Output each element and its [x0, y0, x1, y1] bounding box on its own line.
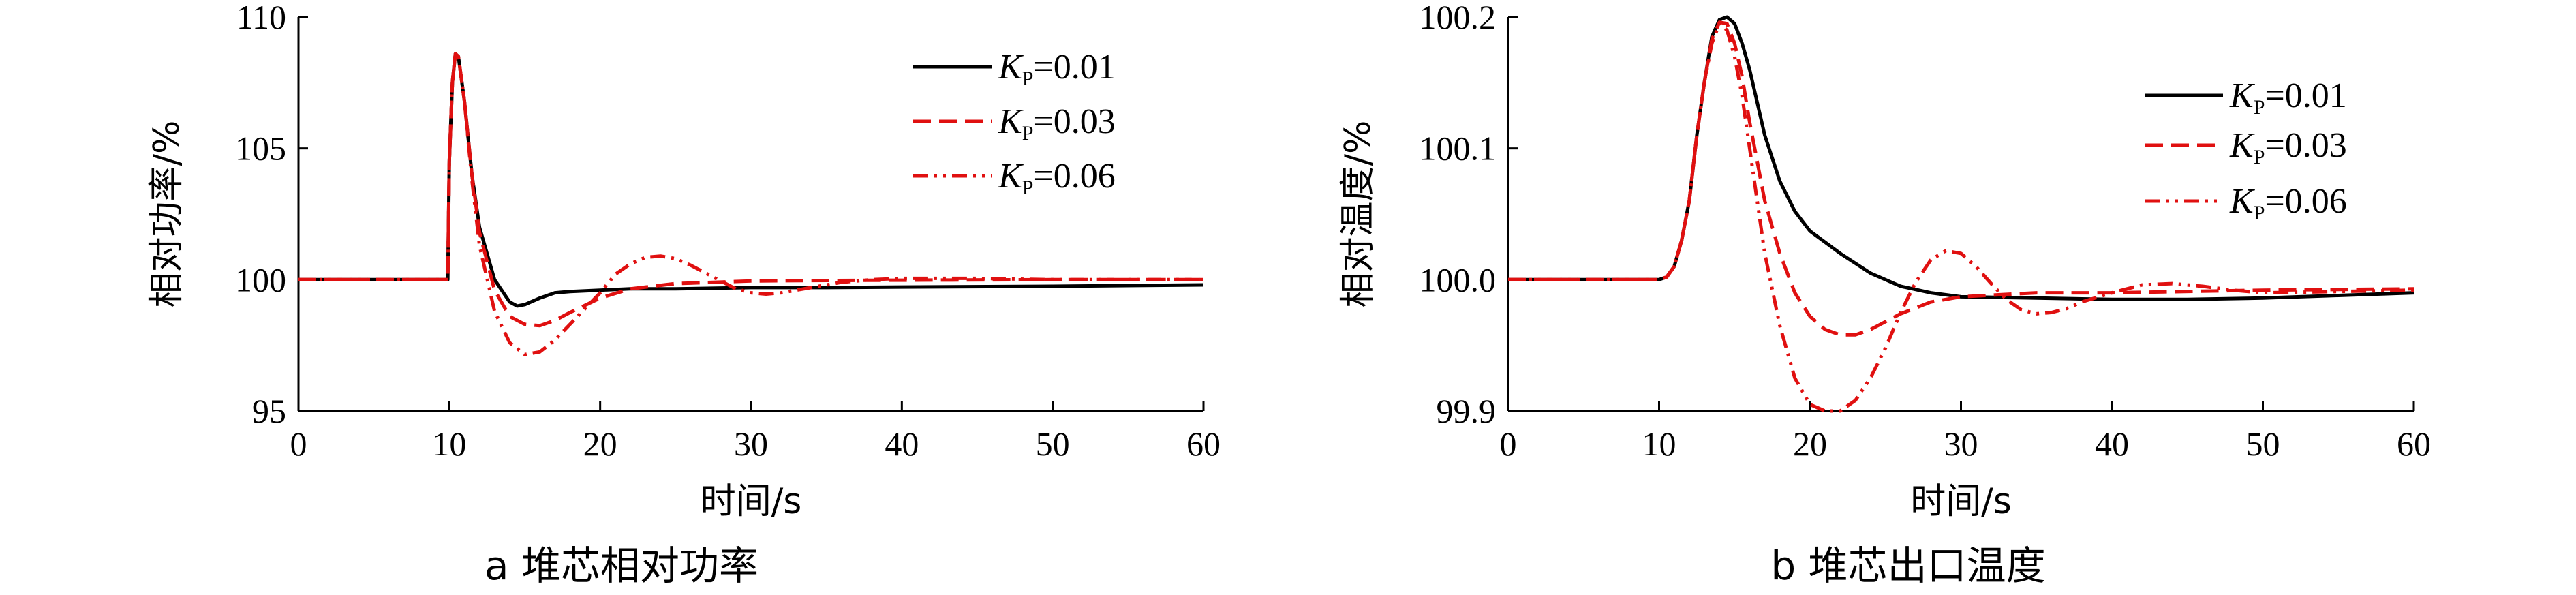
- y-tick-label: 95: [252, 392, 286, 430]
- legend-value: =0.03: [1033, 102, 1115, 141]
- chart-caption: b 堆芯出口温度: [1770, 543, 2045, 589]
- y-tick-label: 99.9: [1437, 392, 1497, 430]
- x-tick-label: 40: [885, 425, 919, 463]
- legend-var: K: [998, 157, 1024, 196]
- legend-label-1: KP=0.03: [998, 102, 1116, 144]
- y-tick-label: 100: [235, 260, 286, 299]
- legend-value: =0.06: [2265, 182, 2346, 221]
- legend-value: =0.01: [1033, 48, 1115, 87]
- legend-var: K: [998, 48, 1024, 87]
- legend-label-2: KP=0.06: [998, 157, 1116, 199]
- series-line-2: [298, 52, 1203, 356]
- x-tick-label: 20: [1793, 425, 1827, 463]
- x-tick-label: 30: [1944, 425, 1978, 463]
- legend-subscript: P: [2254, 202, 2265, 224]
- x-tick-label: 50: [2246, 425, 2280, 463]
- x-tick-label: 10: [1642, 425, 1676, 463]
- y-tick-label: 110: [236, 0, 286, 36]
- x-tick-label: 30: [734, 425, 768, 463]
- chart-b: 0 10 20 30 40 50 60 99.9 100.0 100.1 100.2 时间/s 相对温度…: [1338, 0, 2431, 589]
- x-tick-label: 40: [2095, 425, 2129, 463]
- y-tick-label: 100.1: [1420, 129, 1497, 168]
- legend-label-0: KP=0.01: [998, 48, 1116, 90]
- legend-subscript: P: [2254, 146, 2265, 168]
- series-line-0: [1508, 15, 2414, 301]
- chart-a: 0 10 20 30 40 50 6095100105110时间/s相对功率/%KP=0.0…: [147, 0, 1221, 589]
- x-axis-title: 时间/s: [1910, 481, 2012, 522]
- x-tick-label: 60: [2397, 425, 2431, 463]
- y-axis-title: 相对温度/%: [1338, 121, 1379, 308]
- legend-value: =0.06: [1033, 157, 1115, 196]
- legend-label-2: KP=0.06: [2229, 182, 2347, 224]
- legend-var: K: [998, 102, 1024, 141]
- legend-var: K: [2229, 126, 2255, 165]
- y-tick-label: 100.2: [1420, 0, 1497, 36]
- x-axis-title: 时间/s: [701, 481, 802, 522]
- y-tick-label: 105: [235, 129, 286, 168]
- x-tick-label: 10: [432, 425, 466, 463]
- series-line-2: [1508, 22, 2414, 413]
- legend-subscript: P: [1022, 122, 1034, 144]
- legend-value: =0.01: [2265, 76, 2346, 115]
- legend-label-1: KP=0.03: [2229, 126, 2347, 168]
- x-tick-label: 60: [1186, 425, 1221, 463]
- legend-subscript: P: [1022, 177, 1034, 199]
- chart-caption: a 堆芯相对功率: [485, 543, 758, 589]
- x-tick-label: 0: [290, 425, 307, 463]
- x-tick-label: 0: [1500, 425, 1517, 463]
- legend-var: K: [2229, 182, 2255, 221]
- legend-label-0: KP=0.01: [2229, 76, 2347, 119]
- legend-subscript: P: [2254, 96, 2265, 119]
- y-axis-title: 相对功率/%: [147, 121, 187, 308]
- x-tick-label: 50: [1036, 425, 1070, 463]
- legend-subscript: P: [1022, 67, 1034, 90]
- legend-var: K: [2229, 76, 2255, 115]
- x-tick-label: 20: [583, 425, 617, 463]
- series-line-1: [298, 52, 1203, 328]
- series-line-1: [1508, 20, 2414, 337]
- y-tick-label: 100.0: [1420, 260, 1497, 299]
- legend-value: =0.03: [2265, 126, 2346, 165]
